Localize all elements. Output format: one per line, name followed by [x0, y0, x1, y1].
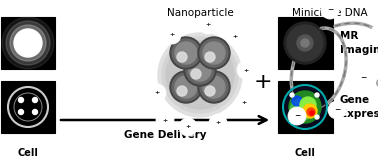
- Bar: [0, 81, 56, 133]
- Text: +: +: [169, 32, 175, 37]
- Ellipse shape: [184, 54, 216, 86]
- FancyArrowPatch shape: [61, 116, 266, 124]
- Ellipse shape: [170, 71, 202, 103]
- Ellipse shape: [205, 86, 215, 96]
- Ellipse shape: [209, 114, 227, 132]
- Text: Nanoparticle: Nanoparticle: [167, 8, 233, 18]
- Text: −: −: [334, 105, 340, 114]
- Text: Gene Delivery: Gene Delivery: [124, 130, 206, 140]
- Ellipse shape: [172, 73, 200, 101]
- Ellipse shape: [199, 16, 217, 34]
- Ellipse shape: [288, 107, 306, 125]
- Ellipse shape: [19, 97, 23, 103]
- Ellipse shape: [33, 110, 37, 114]
- Ellipse shape: [189, 59, 211, 81]
- Text: Cell: Cell: [17, 148, 39, 158]
- Bar: [277, 81, 333, 133]
- Ellipse shape: [315, 115, 319, 119]
- Ellipse shape: [307, 108, 315, 116]
- Ellipse shape: [2, 17, 54, 69]
- Ellipse shape: [371, 24, 378, 42]
- Ellipse shape: [175, 76, 197, 98]
- Ellipse shape: [198, 37, 230, 69]
- Text: +: +: [154, 90, 160, 96]
- Text: +: +: [185, 125, 191, 129]
- Ellipse shape: [170, 37, 202, 69]
- Ellipse shape: [14, 29, 42, 57]
- Ellipse shape: [198, 71, 230, 103]
- Ellipse shape: [235, 94, 253, 112]
- Ellipse shape: [237, 61, 255, 79]
- Ellipse shape: [226, 28, 244, 46]
- Ellipse shape: [166, 41, 234, 109]
- Ellipse shape: [163, 26, 181, 44]
- Ellipse shape: [315, 93, 319, 97]
- Ellipse shape: [297, 35, 313, 51]
- Ellipse shape: [175, 42, 197, 64]
- Ellipse shape: [205, 52, 215, 62]
- Text: Minicircle DNA: Minicircle DNA: [292, 8, 368, 18]
- Ellipse shape: [200, 73, 228, 101]
- Ellipse shape: [292, 96, 302, 106]
- Ellipse shape: [300, 97, 316, 113]
- Text: +: +: [232, 35, 238, 39]
- Text: Cell: Cell: [294, 148, 315, 158]
- Ellipse shape: [290, 93, 294, 97]
- Text: −: −: [327, 6, 333, 15]
- Ellipse shape: [191, 69, 201, 79]
- Ellipse shape: [10, 25, 46, 61]
- Ellipse shape: [290, 115, 294, 119]
- Text: Gene
Expression: Gene Expression: [340, 95, 378, 119]
- Ellipse shape: [283, 85, 327, 129]
- Text: −: −: [360, 74, 366, 82]
- Ellipse shape: [177, 52, 187, 62]
- Ellipse shape: [179, 118, 197, 136]
- Ellipse shape: [203, 76, 225, 98]
- Ellipse shape: [303, 104, 317, 118]
- Ellipse shape: [177, 86, 187, 96]
- Ellipse shape: [301, 39, 309, 47]
- Text: +: +: [242, 101, 246, 105]
- Text: −: −: [294, 111, 300, 120]
- Ellipse shape: [200, 39, 228, 67]
- Text: +: +: [205, 22, 211, 28]
- Text: +: +: [215, 120, 221, 126]
- Ellipse shape: [19, 110, 23, 114]
- Text: −: −: [377, 29, 378, 37]
- Ellipse shape: [162, 37, 238, 113]
- Ellipse shape: [354, 69, 372, 87]
- Ellipse shape: [328, 101, 346, 119]
- Text: +: +: [243, 67, 249, 73]
- Ellipse shape: [33, 97, 37, 103]
- Ellipse shape: [6, 21, 50, 65]
- Ellipse shape: [310, 111, 314, 115]
- Ellipse shape: [156, 111, 174, 129]
- Ellipse shape: [284, 22, 326, 64]
- Ellipse shape: [158, 33, 242, 117]
- Ellipse shape: [148, 84, 166, 102]
- Ellipse shape: [203, 42, 225, 64]
- Ellipse shape: [289, 91, 321, 123]
- Text: +: +: [163, 118, 167, 123]
- Ellipse shape: [287, 25, 323, 61]
- Text: +: +: [254, 72, 272, 92]
- Ellipse shape: [290, 99, 312, 121]
- Ellipse shape: [321, 1, 339, 19]
- Ellipse shape: [172, 39, 200, 67]
- Bar: [277, 17, 333, 69]
- Ellipse shape: [186, 56, 214, 84]
- Bar: [0, 17, 56, 69]
- Text: MR
Imaging: MR Imaging: [340, 31, 378, 55]
